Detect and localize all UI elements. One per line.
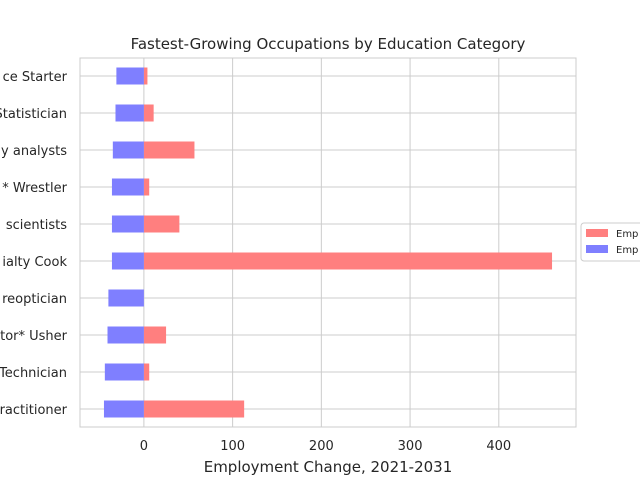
bar-positive: [143, 326, 167, 344]
plot-frame: [79, 57, 577, 428]
y-tick-label: tor* Usher: [0, 329, 68, 344]
x-tick-label: 400: [486, 439, 511, 454]
x-tick-labels: 0 100 200 300 400: [140, 439, 511, 454]
y-tick-label: * Wrestler: [2, 181, 67, 196]
bar-negative: [111, 252, 144, 270]
y-tick-label: ce Starter: [3, 70, 68, 85]
x-tick-label: 100: [220, 439, 245, 454]
bar-negative: [115, 104, 144, 122]
bar-positive: [143, 104, 154, 122]
bar-negative: [108, 289, 144, 307]
x-tick-label: 300: [398, 439, 423, 454]
bar-positive: [143, 67, 148, 85]
bar-positive: [143, 400, 245, 418]
bar-positive: [143, 141, 195, 159]
x-axis-label: Employment Change, 2021-2031: [204, 458, 453, 476]
bar-negative: [107, 326, 144, 344]
y-tick-labels: ce Starter Statistician y analysts * Wrestl…: [0, 70, 68, 418]
bar-negative: [116, 67, 144, 85]
legend-label: Emp: [616, 229, 638, 240]
y-tick-label: reoptician: [2, 292, 67, 307]
chart-title: Fastest-Growing Occupations by Education…: [131, 35, 526, 53]
bars: [103, 67, 553, 418]
y-tick-label: ractitioner: [0, 403, 68, 418]
y-tick-label: Technician: [0, 366, 67, 381]
y-tick-label: ialty Cook: [2, 255, 67, 270]
legend-swatch: [586, 229, 608, 237]
legend: Emp Emp: [580, 222, 640, 262]
y-tick-label: scientists: [6, 218, 67, 233]
bar-negative: [111, 178, 144, 196]
bar-negative: [103, 400, 144, 418]
legend-swatch: [586, 245, 608, 253]
bar-negative: [112, 141, 144, 159]
x-tick-label: 200: [309, 439, 334, 454]
x-tick-label: 0: [140, 439, 148, 454]
y-tick-label: y analysts: [1, 144, 67, 159]
legend-label: Emp: [616, 245, 638, 256]
bar-positive: [143, 252, 553, 270]
bar-negative: [104, 363, 144, 381]
bar-positive: [143, 178, 150, 196]
y-tick-label: Statistician: [0, 107, 67, 122]
bar-negative: [111, 215, 144, 233]
bar-positive: [143, 215, 180, 233]
bar-positive: [143, 363, 150, 381]
